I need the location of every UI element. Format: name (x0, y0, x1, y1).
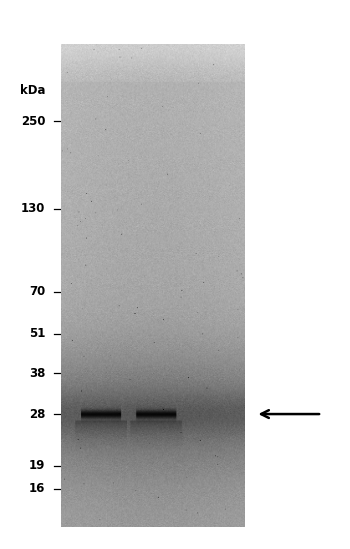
Text: kDa: kDa (20, 84, 46, 97)
Text: 28: 28 (29, 407, 46, 421)
Text: 51: 51 (29, 327, 46, 340)
Text: 130: 130 (21, 203, 46, 215)
Text: 70: 70 (29, 285, 46, 298)
Text: 250: 250 (21, 115, 46, 128)
Text: 19: 19 (29, 460, 46, 472)
Text: 16: 16 (29, 483, 46, 495)
Text: 38: 38 (29, 367, 46, 380)
